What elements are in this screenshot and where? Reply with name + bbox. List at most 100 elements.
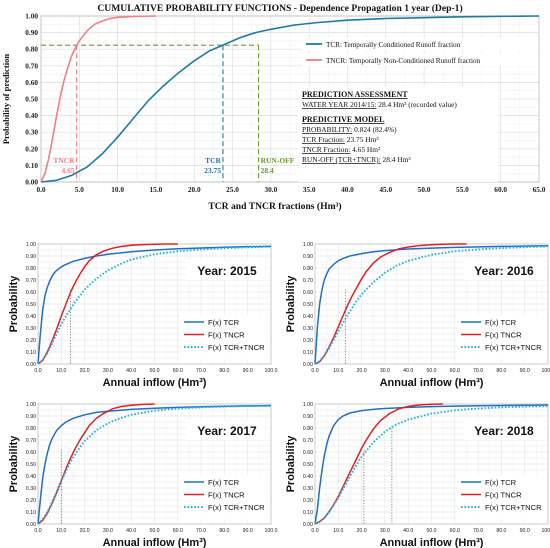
runoff-line: RUN-OFF (TCR+TNCR): 28.4 Hm³ bbox=[302, 155, 411, 164]
panel-x-tick-label: 90.0 bbox=[243, 368, 253, 374]
tcr-annotation-label: TCR bbox=[205, 156, 221, 165]
panel-series-line-tcr bbox=[37, 404, 272, 525]
panel-x-tick-label: 30.0 bbox=[103, 528, 113, 534]
tncr-fraction-line-label: TNCR Fraction: bbox=[302, 145, 350, 154]
panel-series-line-tcr bbox=[37, 245, 272, 365]
runoff-annotation-value: 28.4 bbox=[261, 166, 274, 175]
water-year-line-value: 28.4 Hm³ (recorded value) bbox=[376, 100, 457, 109]
panel-year-bg bbox=[186, 420, 268, 440]
panel-series-line-tcr-tncr bbox=[314, 245, 549, 365]
main-y-tick-label: 0.70 bbox=[25, 61, 38, 70]
panel-y-tick-label: 0.90 bbox=[26, 414, 36, 420]
panel-y-tick-label: 0.30 bbox=[26, 486, 36, 492]
panel-x-tick-label: 70.0 bbox=[473, 368, 483, 374]
panel-y-tick-label: 0.50 bbox=[303, 302, 313, 308]
panel-x-tick-label: 60.0 bbox=[450, 528, 460, 534]
panel-x-tick-label: 100.0 bbox=[542, 528, 550, 534]
panel-year-bg bbox=[463, 260, 545, 280]
panel-x-tick-label: 40.0 bbox=[126, 528, 136, 534]
panel-legend-label-tncr: F(x) TNCR bbox=[208, 331, 245, 340]
panel-x-axis-label: Annual inflow (Hm³) bbox=[380, 377, 484, 389]
panel-x-tick-label: 10.0 bbox=[333, 368, 343, 374]
main-legend-bg bbox=[302, 54, 538, 66]
main-legend-bg bbox=[302, 38, 538, 50]
main-x-tick-label: 35.0 bbox=[303, 185, 316, 194]
year-panel-3: 0.0 10.0 20.0 30.0 40.0 50.0 60.0 70.0 80.0 90.0 1… bbox=[8, 402, 278, 548]
tncr-fraction-line-value: 4.65 Hm³ bbox=[350, 145, 381, 154]
panel-y-tick-label: 0.50 bbox=[26, 462, 36, 468]
panel-legend-label-tcr: F(x) TCR bbox=[208, 318, 240, 327]
panel-x-tick-label: 40.0 bbox=[126, 368, 136, 374]
panel-y-tick-label: 0.40 bbox=[26, 314, 36, 320]
main-y-axis-label: Probability of prediction bbox=[1, 54, 11, 145]
tcr-fraction-line-label: TCR Fraction: bbox=[302, 135, 345, 144]
panel-x-tick-label: 0.0 bbox=[34, 368, 41, 374]
panel-y-tick-label: 0.80 bbox=[26, 426, 36, 432]
main-y-tick-label: 0.90 bbox=[25, 28, 38, 37]
panel-x-tick-label: 90.0 bbox=[243, 528, 253, 534]
panel-y-tick-label: 0.20 bbox=[26, 338, 36, 344]
panel-y-tick-label: 0.10 bbox=[26, 350, 36, 356]
main-x-axis-label: TCR and TNCR fractions (Hm³) bbox=[208, 201, 341, 212]
main-x-tick-label: 65.0 bbox=[533, 185, 546, 194]
panel-x-axis-label: Annual inflow (Hm³) bbox=[380, 537, 484, 548]
panel-year-label: Year: 2018 bbox=[474, 424, 534, 438]
panel-y-tick-label: 0.10 bbox=[303, 510, 313, 516]
main-x-tick-label: 50.0 bbox=[418, 185, 431, 194]
panel-y-tick-label: 0.60 bbox=[26, 450, 36, 456]
panel-x-tick-label: 10.0 bbox=[56, 528, 66, 534]
panel-x-tick-label: 10.0 bbox=[333, 528, 343, 534]
panel-x-tick-label: 80.0 bbox=[219, 528, 229, 534]
panel-y-tick-label: 0.90 bbox=[303, 254, 313, 260]
main-series-line-tncr bbox=[40, 15, 156, 183]
main-x-tick-label: 30.0 bbox=[264, 185, 277, 194]
tncr-fraction-line: TNCR Fraction: 4.65 Hm³ bbox=[302, 145, 381, 154]
panel-x-tick-label: 100.0 bbox=[265, 368, 278, 374]
tcr-fraction-line: TCR Fraction: 23.75 Hm³ bbox=[302, 135, 379, 144]
panel-y-tick-label: 0.70 bbox=[303, 438, 313, 444]
main-y-tick-label: 0.50 bbox=[25, 95, 38, 104]
panel-x-tick-label: 20.0 bbox=[357, 528, 367, 534]
panel-y-tick-label: 0.30 bbox=[26, 326, 36, 332]
panel-x-tick-label: 20.0 bbox=[80, 368, 90, 374]
panel-y-axis-label: Probability bbox=[8, 275, 20, 333]
panel-legend-label-tcr: F(x) TCR bbox=[208, 478, 240, 487]
panel-y-tick-label: 1.00 bbox=[26, 402, 36, 408]
panel-y-tick-label: 0.60 bbox=[303, 450, 313, 456]
panel-y-tick-label: 0.30 bbox=[303, 486, 313, 492]
panel-x-axis-label: Annual inflow (Hm³) bbox=[103, 537, 207, 548]
main-y-tick-label: 0.00 bbox=[25, 178, 38, 187]
panel-series-line-tcr bbox=[314, 245, 549, 365]
model-heading: PREDICTIVE MODEL bbox=[302, 115, 384, 124]
assessment-heading: PREDICTION ASSESSMENT bbox=[302, 90, 408, 99]
main-x-tick-label: 60.0 bbox=[494, 185, 507, 194]
panel-y-tick-label: 0.90 bbox=[303, 414, 313, 420]
panel-x-tick-label: 70.0 bbox=[196, 528, 206, 534]
panel-x-tick-label: 50.0 bbox=[426, 368, 436, 374]
probability-line-label: PROBABILITY: bbox=[302, 125, 352, 134]
panel-legend-label-tcr-tncr: F(x) TCR+TNCR bbox=[208, 503, 265, 512]
panel-y-tick-label: 0.40 bbox=[303, 314, 313, 320]
panel-legend-label-tcr-tncr: F(x) TCR+TNCR bbox=[208, 343, 265, 352]
panel-year-label: Year: 2016 bbox=[474, 264, 534, 278]
panel-x-tick-label: 0.0 bbox=[311, 528, 318, 534]
panel-x-tick-label: 40.0 bbox=[403, 528, 413, 534]
panel-y-tick-label: 0.60 bbox=[303, 290, 313, 296]
main-legend-label-tcr: TCR: Temporally Conditioned Runoff fract… bbox=[326, 41, 461, 49]
tcr-fraction-line-value: 23.75 Hm³ bbox=[345, 135, 379, 144]
panel-y-tick-label: 0.10 bbox=[26, 510, 36, 516]
panel-y-tick-label: 0.80 bbox=[303, 266, 313, 272]
panel-series-line-tcr-tncr bbox=[37, 404, 272, 525]
panel-y-tick-label: 0.20 bbox=[303, 338, 313, 344]
year-panel-1: 0.0 10.0 20.0 30.0 40.0 50.0 60.0 70.0 80.0 90.0 1… bbox=[8, 242, 278, 389]
panel-y-tick-label: 0.50 bbox=[303, 462, 313, 468]
panel-y-tick-label: 0.20 bbox=[26, 498, 36, 504]
panel-x-tick-label: 10.0 bbox=[56, 368, 66, 374]
main-legend-label-tncr: TNCR: Temporally Non-Conditioned Runoff … bbox=[326, 57, 481, 65]
main-y-tick-label: 0.10 bbox=[25, 161, 38, 170]
panel-x-tick-label: 80.0 bbox=[496, 528, 506, 534]
panel-series-line-tcr-tncr bbox=[314, 405, 549, 525]
panel-legend-label-tcr-tncr: F(x) TCR+TNCR bbox=[485, 503, 542, 512]
panel-x-tick-label: 50.0 bbox=[426, 528, 436, 534]
